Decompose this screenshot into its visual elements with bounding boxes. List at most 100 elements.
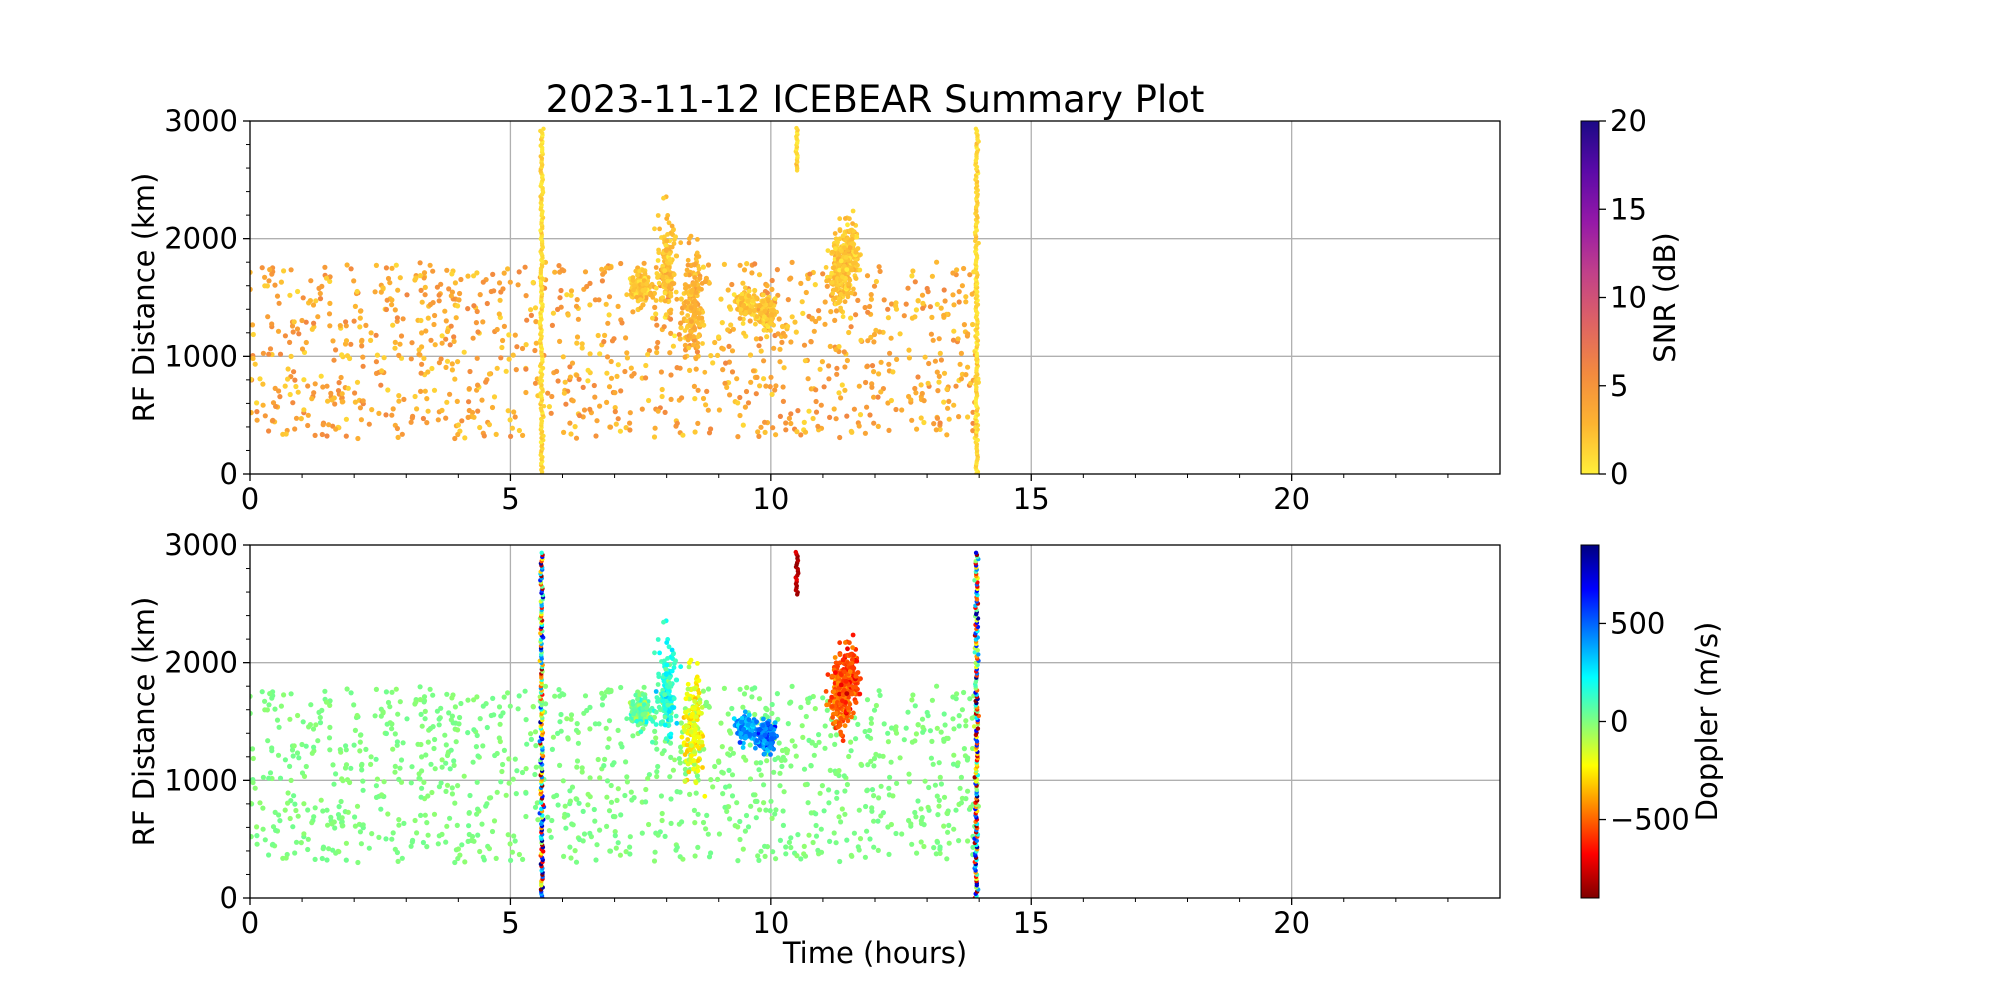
data-point xyxy=(847,245,853,250)
data-point xyxy=(579,769,585,775)
data-point xyxy=(332,825,338,831)
data-point xyxy=(486,422,492,428)
data-point xyxy=(393,686,399,692)
data-point xyxy=(848,739,854,745)
data-point xyxy=(696,254,702,259)
data-point xyxy=(967,272,973,278)
data-point xyxy=(660,698,666,704)
data-point xyxy=(607,848,614,854)
data-point xyxy=(480,703,486,709)
data-point xyxy=(799,723,805,729)
data-point xyxy=(587,704,593,711)
data-point xyxy=(494,326,500,333)
data-point xyxy=(743,812,750,819)
data-point xyxy=(295,712,301,719)
data-point xyxy=(419,299,425,305)
data-point xyxy=(838,305,843,311)
data-point xyxy=(305,807,311,813)
data-point xyxy=(311,814,317,820)
data-point xyxy=(912,385,918,392)
data-point xyxy=(417,697,423,703)
data-point xyxy=(783,851,789,857)
data-point xyxy=(708,777,714,783)
data-point xyxy=(897,755,903,761)
data-point xyxy=(425,369,431,375)
data-point xyxy=(925,804,931,810)
data-point xyxy=(746,288,752,294)
data-point xyxy=(840,657,846,663)
data-point xyxy=(424,420,430,426)
data-point xyxy=(477,848,483,855)
data-point xyxy=(833,710,839,716)
data-point xyxy=(260,774,266,780)
data-point xyxy=(447,815,453,821)
data-point xyxy=(669,668,675,674)
data-point xyxy=(421,694,428,700)
data-point xyxy=(856,807,862,813)
data-point xyxy=(849,665,855,670)
data-point xyxy=(963,294,969,300)
data-point xyxy=(323,699,330,705)
data-point xyxy=(731,292,737,297)
data-point xyxy=(615,416,621,422)
data-point xyxy=(938,781,945,787)
data-point xyxy=(474,308,480,315)
data-point xyxy=(635,696,640,702)
data-point xyxy=(685,681,691,687)
data-point xyxy=(573,727,580,733)
data-point xyxy=(612,833,618,839)
data-point xyxy=(740,280,746,286)
data-point xyxy=(640,268,646,273)
data-point xyxy=(850,260,856,266)
data-point xyxy=(427,686,433,692)
data-point xyxy=(769,701,775,708)
data-point xyxy=(354,379,361,385)
data-point xyxy=(890,793,896,799)
data-point xyxy=(436,784,442,790)
data-point xyxy=(699,315,705,321)
data-point xyxy=(422,812,428,818)
data-point xyxy=(838,291,844,297)
data-point xyxy=(956,838,962,844)
data-point xyxy=(842,364,848,370)
data-point xyxy=(298,840,304,846)
data-point xyxy=(670,651,676,657)
data-point xyxy=(738,730,744,736)
data-point xyxy=(556,263,562,269)
data-point xyxy=(634,718,640,724)
data-point xyxy=(592,721,599,727)
data-point xyxy=(774,691,781,697)
data-point xyxy=(357,739,363,745)
data-point xyxy=(835,663,840,669)
data-point xyxy=(660,295,666,300)
data-point xyxy=(805,800,811,806)
data-point xyxy=(599,702,606,708)
data-point xyxy=(783,427,789,433)
data-point xyxy=(538,406,544,411)
data-point xyxy=(667,696,673,701)
data-point xyxy=(837,691,842,697)
data-point xyxy=(301,377,307,383)
data-point xyxy=(515,706,521,712)
data-point xyxy=(772,811,778,817)
data-point xyxy=(452,800,458,806)
data-point xyxy=(906,779,913,785)
data-point xyxy=(695,344,701,350)
data-point xyxy=(309,396,315,402)
data-point xyxy=(959,707,966,713)
data-point xyxy=(749,270,755,276)
data-point xyxy=(324,857,330,863)
data-point xyxy=(762,732,768,738)
data-point xyxy=(663,248,669,254)
data-point xyxy=(603,689,610,695)
data-point xyxy=(640,712,646,717)
data-point xyxy=(477,716,483,722)
data-point xyxy=(956,713,962,719)
data-point xyxy=(631,711,636,717)
data-point xyxy=(393,262,399,268)
data-point xyxy=(512,414,518,420)
data-point xyxy=(475,408,481,414)
data-point xyxy=(299,317,305,324)
data-point xyxy=(875,394,881,400)
data-point xyxy=(320,384,326,390)
